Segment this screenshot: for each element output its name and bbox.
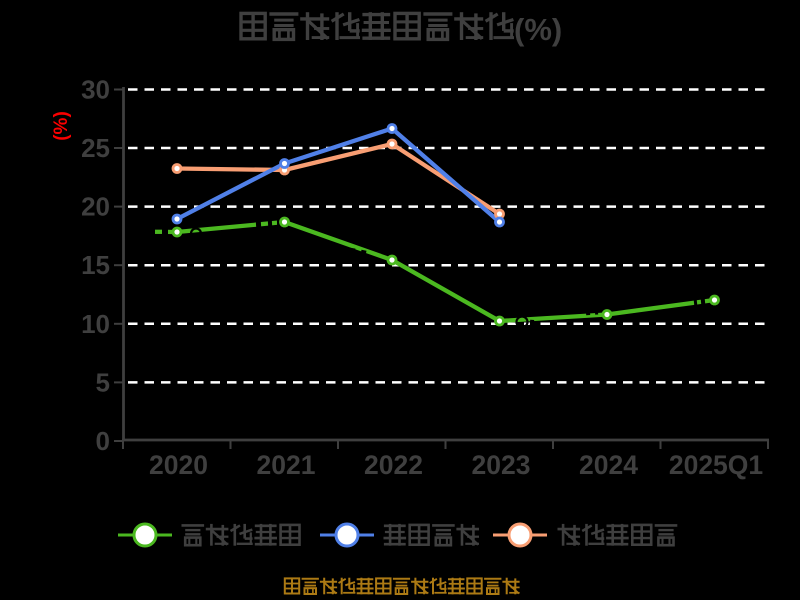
svg-text:10: 10 (81, 309, 110, 339)
svg-text:(%): (%) (514, 12, 562, 47)
svg-text:2020: 2020 (149, 450, 208, 480)
svg-text:2025Q1: 2025Q1 (669, 450, 763, 480)
svg-text:2023: 2023 (472, 450, 531, 480)
svg-text:2024: 2024 (579, 450, 638, 480)
svg-text:(%): (%) (51, 111, 72, 141)
svg-text:25: 25 (81, 133, 110, 163)
svg-text:30: 30 (81, 75, 110, 105)
svg-text:0: 0 (96, 426, 110, 456)
svg-text:5: 5 (96, 367, 110, 397)
svg-text:15: 15 (81, 250, 110, 280)
svg-text:2022: 2022 (364, 450, 423, 480)
svg-text:2021: 2021 (257, 450, 316, 480)
svg-text:20: 20 (81, 192, 110, 222)
